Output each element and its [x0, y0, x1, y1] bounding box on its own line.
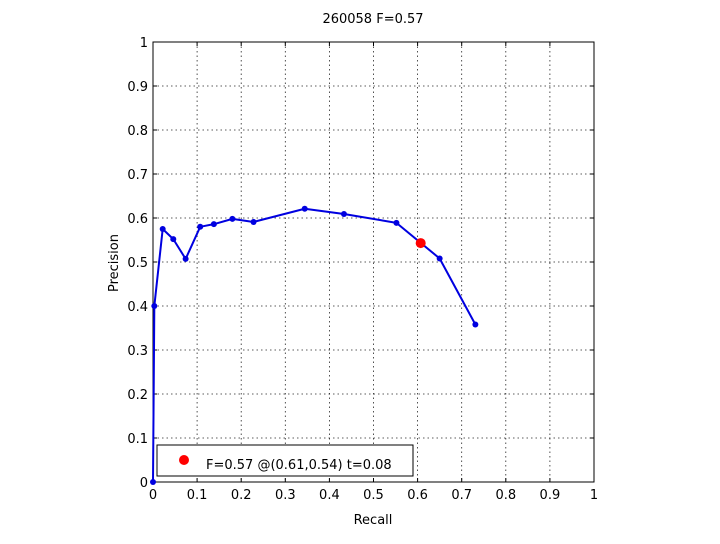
x-tick-label: 0.5	[363, 488, 384, 503]
data-point	[250, 218, 257, 225]
best-point-layer	[415, 238, 426, 249]
data-point	[151, 303, 158, 309]
x-tick-label: 0	[149, 488, 157, 503]
data-point	[197, 223, 204, 230]
y-axis-label: Precision	[107, 234, 122, 292]
best-f-point	[415, 238, 426, 249]
data-point	[393, 219, 400, 226]
data-point	[210, 221, 217, 228]
series-line	[152, 207, 477, 483]
x-axis-label: Recall	[354, 513, 393, 528]
y-tick-label: 0.7	[127, 168, 148, 183]
ticks: 0 0.1 0.2 0.3 0.4 0.5 0.6 0.7 0.8 0.9 1 0 0.1 0.2 0.3 0…	[127, 36, 598, 503]
data-point	[472, 321, 479, 328]
x-tick-label: 0.2	[231, 488, 252, 503]
data-point	[301, 205, 308, 212]
legend-box	[156, 444, 414, 477]
legend-label: F=0.57 @(0.61,0.54) t=0.08	[206, 458, 392, 473]
chart-title: 260058 F=0.57	[322, 12, 423, 27]
y-tick-label: 1	[140, 36, 148, 51]
data-point	[436, 255, 443, 262]
data-point	[150, 479, 156, 485]
y-tick-label: 0.9	[127, 80, 148, 95]
data-point	[229, 215, 236, 222]
data-point	[159, 226, 166, 232]
x-tick-label: 0.6	[407, 488, 428, 503]
x-tick-label: 1	[590, 488, 598, 503]
x-tick-label: 0.4	[319, 488, 340, 503]
y-tick-label: 0.8	[127, 124, 148, 139]
x-tick-label: 0.8	[495, 488, 516, 503]
x-tick-label: 0.3	[275, 488, 296, 503]
x-tick-label: 0.9	[540, 488, 561, 503]
y-tick-label: 0.5	[127, 256, 148, 271]
data-point	[170, 236, 177, 243]
legend: F=0.57 @(0.61,0.54) t=0.08	[156, 444, 414, 477]
series-layer	[150, 205, 479, 485]
y-tick-label: 0.2	[127, 388, 148, 403]
x-tick-label: 0.1	[187, 488, 208, 503]
y-tick-label: 0.3	[127, 344, 148, 359]
data-point	[340, 211, 347, 218]
y-tick-label: 0.4	[127, 300, 148, 315]
grid	[153, 42, 594, 482]
y-tick-label: 0	[140, 476, 148, 491]
x-tick-label: 0.7	[451, 488, 472, 503]
y-tick-label: 0.6	[127, 212, 148, 227]
y-tick-label: 0.1	[127, 432, 148, 447]
legend-marker	[179, 455, 189, 465]
data-point	[182, 255, 189, 262]
